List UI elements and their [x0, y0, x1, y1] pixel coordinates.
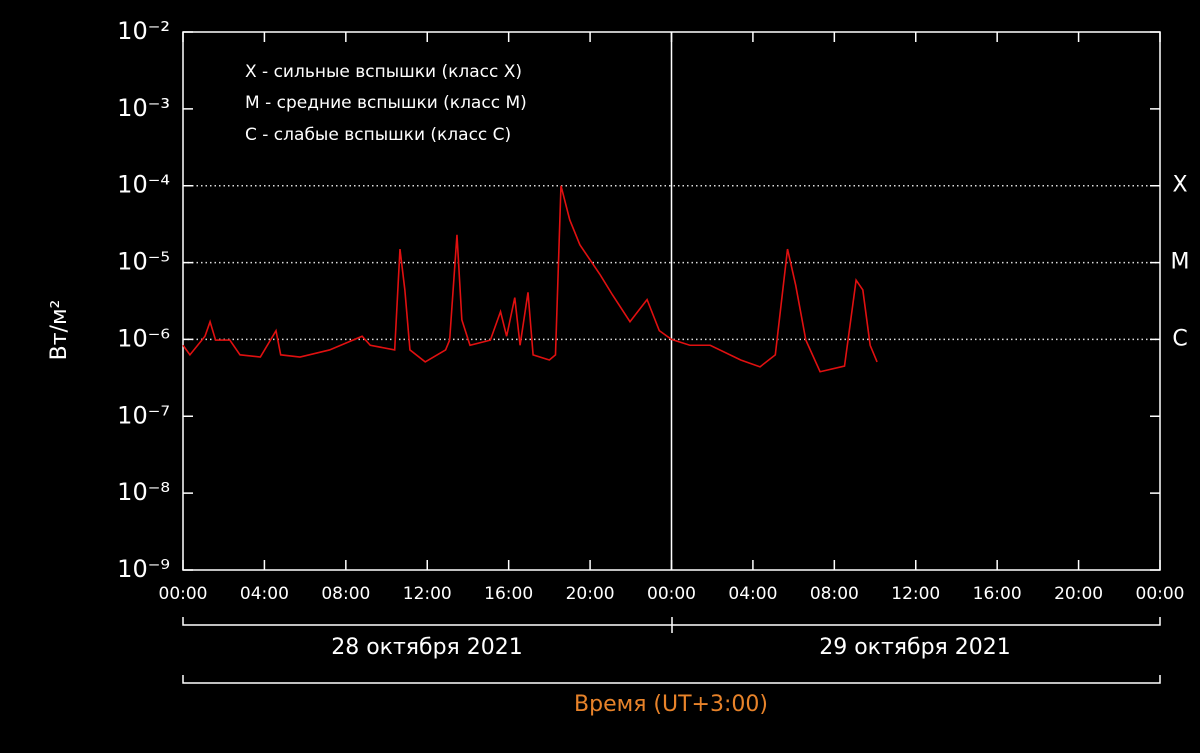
- x-tick-label: 00:00: [1136, 584, 1185, 604]
- y-tick-label: 10⁻⁶: [117, 324, 170, 352]
- x-tick-label: 12:00: [403, 584, 452, 604]
- annotation: M - средние вспышки (класс M): [245, 93, 527, 113]
- x-tick-label: 20:00: [566, 584, 615, 604]
- x-tick-label: 04:00: [240, 584, 289, 604]
- plot-frame: [182, 31, 1161, 571]
- x-tick-label: 08:00: [810, 584, 859, 604]
- date-brackets: [182, 617, 1161, 684]
- y-axis-label: Вт/м²: [47, 300, 72, 361]
- y-tick-label: 10⁻⁷: [117, 401, 170, 429]
- x-axis-label: Время (UT+3:00): [574, 692, 768, 717]
- x-tick-label: 16:00: [973, 584, 1022, 604]
- class-label: M: [1171, 250, 1190, 275]
- y-tick-label: 10⁻⁸: [117, 478, 170, 506]
- annotation: C - слабые вспышки (класс C): [245, 125, 511, 145]
- x-tick-label: 12:00: [891, 584, 940, 604]
- date-label: 28 октября 2021: [331, 635, 523, 660]
- x-tick-label: 04:00: [728, 584, 777, 604]
- y-tick-label: 10⁻³: [117, 94, 170, 122]
- x-tick-label: 08:00: [321, 584, 370, 604]
- annotation: X - сильные вспышки (класс X): [245, 62, 522, 82]
- class-label: X: [1172, 173, 1187, 198]
- series-line: [182, 185, 878, 373]
- y-tick-label: 10⁻²: [117, 17, 170, 45]
- class-label: C: [1172, 326, 1187, 351]
- date-label: 29 октября 2021: [819, 635, 1011, 660]
- x-tick-label: 16:00: [484, 584, 533, 604]
- y-tick-label: 10⁻⁵: [117, 248, 170, 276]
- x-tick-label: 20:00: [1054, 584, 1103, 604]
- y-tick-label: 10⁻⁹: [117, 555, 170, 583]
- bracket: [182, 675, 1161, 684]
- y-tick-label: 10⁻⁴: [117, 171, 170, 199]
- bracket: [182, 617, 1161, 633]
- x-tick-label: 00:00: [159, 584, 208, 604]
- x-tick-label: 00:00: [647, 584, 696, 604]
